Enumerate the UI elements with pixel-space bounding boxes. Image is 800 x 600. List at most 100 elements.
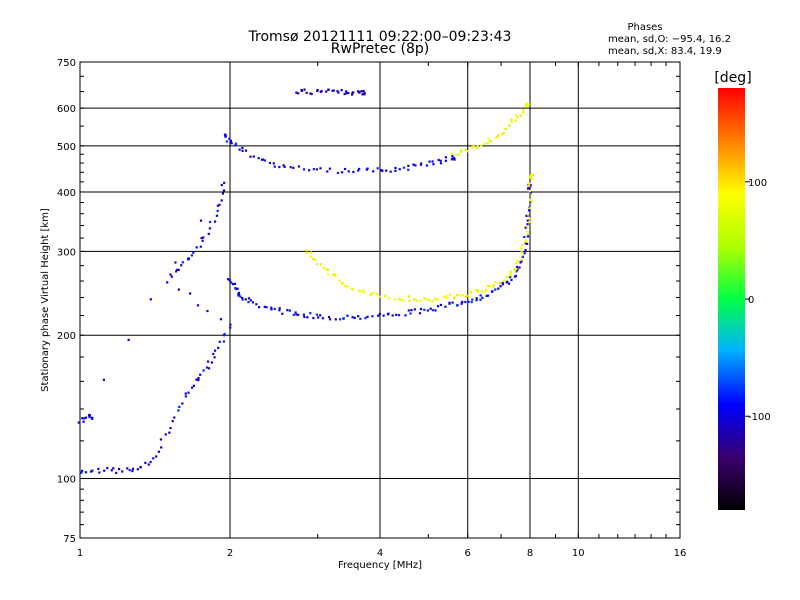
- x-tick-label: 8: [527, 548, 533, 559]
- data-point: [273, 307, 276, 311]
- data-point: [343, 167, 347, 171]
- data-point: [217, 346, 220, 349]
- data-point: [500, 133, 504, 136]
- data-point: [88, 415, 91, 419]
- data-point: [175, 268, 179, 271]
- data-point: [292, 313, 295, 316]
- data-point: [115, 471, 118, 474]
- data-point: [227, 278, 230, 281]
- data-point: [476, 290, 480, 294]
- data-point: [197, 376, 200, 380]
- data-point: [515, 265, 519, 269]
- data-point: [498, 281, 501, 284]
- data-point: [400, 298, 403, 301]
- data-point: [509, 272, 512, 276]
- data-point: [312, 168, 315, 171]
- data-point: [520, 258, 523, 261]
- data-point: [487, 137, 490, 140]
- data-point: [444, 159, 447, 162]
- data-point: [407, 168, 410, 171]
- plot-area: 1 2 4 6 8 10 16 75 100 200 300 400 500 600 750: [57, 58, 686, 559]
- data-point: [82, 420, 85, 423]
- data-point: [527, 213, 530, 216]
- data-point: [261, 158, 264, 161]
- data-point: [425, 164, 429, 167]
- data-point: [471, 145, 475, 149]
- data-point: [523, 252, 526, 255]
- data-point: [520, 260, 523, 263]
- data-point: [223, 133, 227, 136]
- data-point: [328, 318, 332, 321]
- data-point: [460, 150, 463, 153]
- data-point: [207, 360, 210, 363]
- data-point: [356, 90, 360, 93]
- data-point: [508, 124, 511, 127]
- data-point: [297, 92, 300, 95]
- data-point: [223, 334, 226, 337]
- data-point: [529, 217, 532, 220]
- data-point: [378, 312, 381, 316]
- data-point: [529, 173, 533, 177]
- data-point: [331, 273, 335, 276]
- data-point: [326, 170, 329, 173]
- data-point: [378, 295, 381, 298]
- data-point: [80, 469, 84, 472]
- data-point: [357, 289, 360, 292]
- data-point: [481, 296, 484, 299]
- data-point: [358, 91, 361, 94]
- data-point: [510, 278, 513, 282]
- data-point: [213, 349, 217, 352]
- data-point: [325, 90, 328, 93]
- data-point: [81, 417, 84, 420]
- data-point: [501, 281, 504, 285]
- data-point: [423, 297, 426, 300]
- colorbar-tick-label: -100: [748, 412, 771, 423]
- data-point: [524, 249, 527, 252]
- data-point: [444, 156, 448, 159]
- data-point: [169, 273, 172, 276]
- data-point: [208, 227, 211, 230]
- data-point: [208, 367, 211, 370]
- data-point: [80, 471, 83, 474]
- data-point: [283, 165, 286, 169]
- data-point: [507, 282, 511, 285]
- data-point: [412, 163, 415, 166]
- data-point: [229, 326, 232, 329]
- y-axis-label: Stationary phase Virtual Height [km]: [40, 208, 51, 392]
- data-point: [303, 315, 306, 319]
- data-point: [525, 239, 528, 242]
- data-point: [149, 298, 152, 301]
- y-tick-label: 600: [57, 104, 76, 115]
- y-tick-label: 75: [63, 534, 76, 545]
- data-point: [509, 274, 512, 277]
- data-point: [338, 318, 342, 321]
- data-point: [160, 446, 163, 449]
- data-point: [514, 114, 517, 117]
- data-point: [297, 313, 300, 316]
- data-point: [117, 467, 121, 471]
- data-point: [197, 378, 200, 382]
- data-point: [470, 301, 473, 304]
- data-point: [413, 308, 416, 311]
- data-point: [199, 245, 202, 248]
- data-point: [169, 426, 172, 430]
- data-point: [480, 144, 483, 147]
- data-point: [524, 226, 527, 229]
- data-point: [528, 184, 531, 187]
- data-point: [472, 144, 475, 147]
- data-point: [288, 309, 292, 312]
- data-point: [127, 338, 130, 341]
- phases-o-mean: mean, sd,O: −95.4, 16.2: [608, 34, 731, 45]
- data-point: [366, 167, 369, 170]
- colorbar-tick-label: 100: [748, 178, 767, 189]
- data-point: [228, 137, 231, 140]
- data-point: [527, 187, 530, 190]
- colorbar-gradient: [718, 88, 745, 510]
- data-point: [177, 288, 180, 291]
- data-point: [388, 297, 391, 300]
- data-point: [506, 280, 509, 283]
- data-point: [516, 116, 519, 119]
- data-point: [343, 285, 347, 288]
- data-point: [459, 149, 463, 152]
- data-point: [315, 168, 318, 171]
